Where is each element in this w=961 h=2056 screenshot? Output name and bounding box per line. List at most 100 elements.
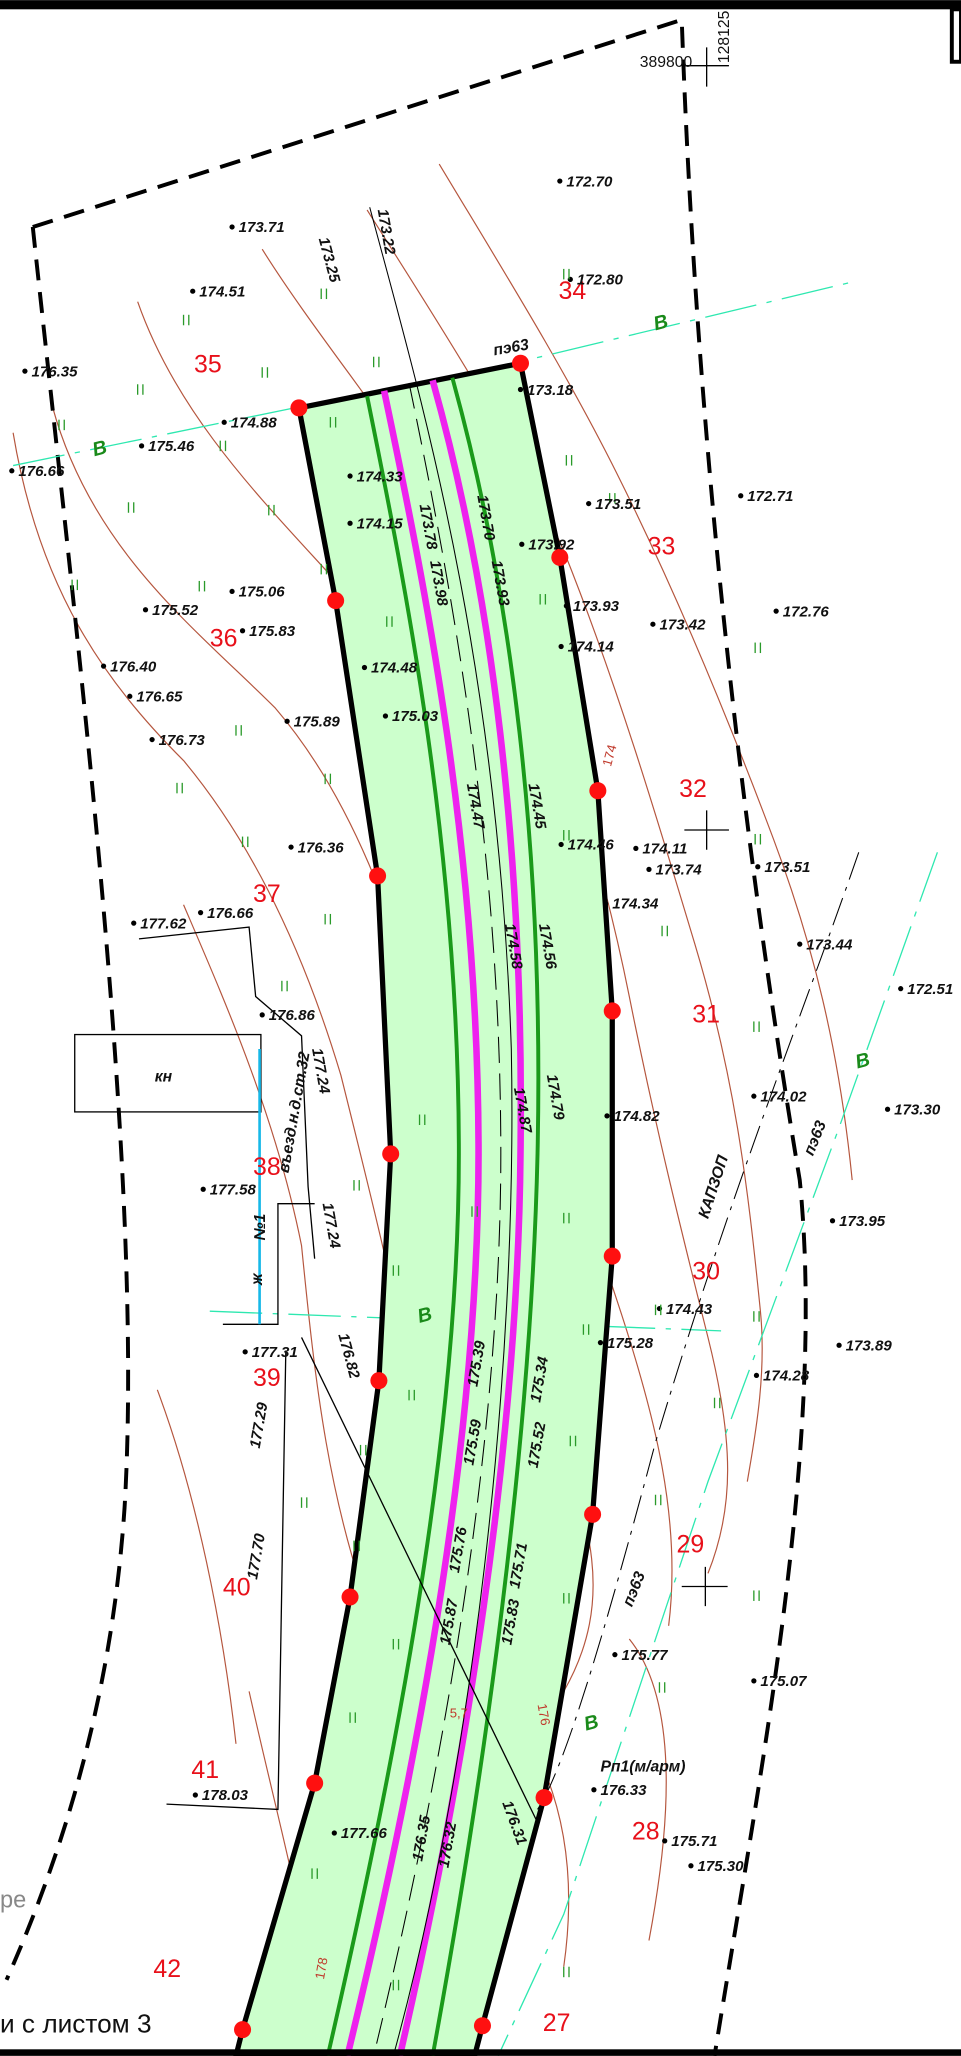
elevation: 174.15 — [357, 515, 404, 532]
corner-marker — [290, 399, 307, 416]
elevation: 175.28 — [607, 1335, 654, 1352]
elevation: 174.02 — [760, 1088, 807, 1105]
survey-point — [754, 1373, 759, 1378]
survey-point — [222, 420, 227, 425]
elevation: 175.06 — [239, 584, 286, 601]
elevation: 176.36 — [298, 839, 345, 856]
elevation: 175.71 — [671, 1833, 717, 1850]
elevation: 174.14 — [568, 639, 615, 656]
elevation: 178.03 — [202, 1787, 249, 1804]
corner-marker — [536, 1789, 553, 1806]
elevation: 175.77 — [621, 1647, 668, 1664]
elevation: 172.51 — [907, 981, 953, 998]
survey-point — [201, 1187, 206, 1192]
elevation: 176.66 — [207, 905, 254, 922]
elevation: 173.92 — [528, 536, 575, 553]
point-number: 28 — [632, 1818, 660, 1846]
elevation: 176.86 — [269, 1007, 316, 1024]
survey-point — [229, 224, 234, 229]
point-number: 36 — [210, 624, 238, 652]
survey-point — [564, 603, 569, 608]
survey-point — [260, 1012, 265, 1017]
object-label: 5,7 — [450, 1706, 468, 1721]
survey-point — [646, 867, 651, 872]
elevation: 174.34 — [612, 896, 659, 913]
elevation: 173.89 — [846, 1338, 893, 1355]
elevation: 174.33 — [357, 468, 404, 485]
elevation: 174.48 — [371, 660, 418, 677]
elevation: 173.51 — [764, 859, 810, 876]
survey-point — [898, 986, 903, 991]
point-number: 32 — [679, 775, 707, 803]
survey-point — [347, 521, 352, 526]
survey-point — [650, 622, 655, 627]
object-label: кн — [155, 1069, 173, 1086]
object-label: №1 — [252, 1214, 269, 1241]
elevation: 176.66 — [18, 463, 65, 480]
elevation: 173.30 — [894, 1102, 941, 1119]
point-number: 33 — [648, 533, 676, 561]
survey-point — [190, 289, 195, 294]
survey-point — [559, 644, 564, 649]
grid-y: 128125 — [716, 10, 733, 63]
survey-point — [284, 719, 289, 724]
survey-point — [751, 1094, 756, 1099]
elevation: 173.51 — [595, 496, 641, 513]
grid-x: 389800 — [640, 54, 693, 71]
survey-point — [755, 864, 760, 869]
elevation: 175.46 — [148, 438, 195, 455]
point-number: 27 — [543, 2009, 571, 2037]
elevation: 175.07 — [760, 1673, 807, 1690]
survey-point — [127, 694, 132, 699]
survey-point — [362, 665, 367, 670]
survey-map: 3898001281253435333632373138303929404128… — [0, 0, 961, 2056]
frame-top — [0, 0, 961, 9]
survey-point — [131, 920, 136, 925]
survey-point — [688, 1863, 693, 1868]
survey-point — [332, 1830, 337, 1835]
elevation: 174.88 — [231, 415, 278, 432]
corner-marker — [382, 1145, 399, 1162]
survey-point — [591, 1787, 596, 1792]
corner-marker — [327, 592, 344, 609]
elevation: 174.82 — [614, 1108, 661, 1125]
corner-marker — [512, 355, 529, 372]
elevation: 173.44 — [806, 936, 853, 953]
point-number: 29 — [677, 1530, 705, 1558]
point-number: 41 — [191, 1756, 219, 1784]
survey-point — [604, 1113, 609, 1118]
elevation: 174.28 — [763, 1368, 810, 1385]
survey-point — [633, 846, 638, 851]
frame-bottom — [0, 2049, 961, 2056]
corner-marker — [604, 1002, 621, 1019]
elevation: 175.03 — [392, 708, 439, 725]
survey-point — [662, 1838, 667, 1843]
survey-point — [198, 910, 203, 915]
elevation: 177.62 — [140, 915, 187, 932]
point-number: 42 — [153, 1955, 181, 1983]
survey-point — [519, 542, 524, 547]
elevation: 177.66 — [341, 1825, 388, 1842]
survey-point — [885, 1107, 890, 1112]
corner-marker — [589, 782, 606, 799]
survey-point — [603, 901, 608, 906]
survey-point — [229, 589, 234, 594]
survey-point — [101, 664, 106, 669]
survey-point — [240, 628, 245, 633]
survey-point — [139, 443, 144, 448]
survey-point — [751, 1678, 756, 1683]
point-number: 37 — [253, 880, 281, 908]
point-number: 39 — [253, 1364, 281, 1392]
survey-point — [243, 1349, 248, 1354]
survey-point — [193, 1792, 198, 1797]
corner-marker — [584, 1506, 601, 1523]
survey-point — [797, 941, 802, 946]
survey-point — [557, 178, 562, 183]
elevation: 172.70 — [566, 173, 613, 190]
corner-marker — [370, 1372, 387, 1389]
survey-point — [612, 1652, 617, 1657]
elevation: 173.74 — [656, 862, 703, 879]
elevation: 176.35 — [31, 363, 78, 380]
elevation: 172.76 — [783, 603, 830, 620]
survey-point — [774, 608, 779, 613]
